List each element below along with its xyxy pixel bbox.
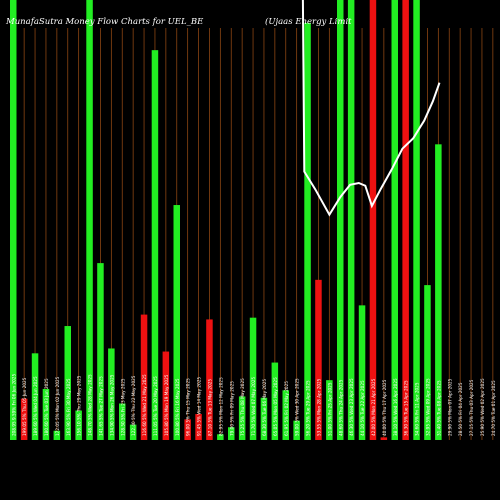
- volume-bar: [119, 403, 126, 440]
- x-tick-labels: 208.95 9.59% Fri 06 Jun 2025 199.05 5% Th…: [11, 374, 496, 436]
- volume-bar: [337, 0, 344, 440]
- x-tick-label: 199.05 5% Thu 05 Jun 2025: [22, 377, 27, 436]
- x-tick-label: 28.50 5% Fri 04 Apr 2025: [458, 382, 463, 436]
- x-tick-label: 34.60 5% Fri 11 Apr 2025: [415, 382, 420, 436]
- x-tick-label: 38.10 5% Wed 16 Apr 2025: [393, 378, 398, 436]
- volume-bar: [424, 285, 431, 440]
- x-tick-label: 96.00 5% Thu 15 May 2025: [186, 378, 191, 436]
- x-tick-label: 116.60 5% Wed 21 May 2025: [142, 374, 147, 436]
- volume-bar: [151, 50, 159, 440]
- x-tick-label: 65.05 5% Mon 05 May 2025: [273, 377, 278, 436]
- volume-bar: [206, 319, 213, 440]
- volume-bar: [75, 410, 82, 440]
- volume-bar: [315, 279, 322, 440]
- x-tick-label: 122.40 5% Thu 22 May 2025: [131, 375, 136, 436]
- volume-bars: [10, 0, 442, 440]
- x-tick-label: 208.95 9.59% Fri 06 Jun 2025: [11, 374, 16, 436]
- volume-bar: [86, 0, 93, 440]
- volume-bar: [140, 314, 148, 440]
- volume-bar: [20, 398, 28, 440]
- x-tick-label: 42.00 5% Mon 21 Apr 2025: [371, 378, 376, 436]
- x-tick-label: 71.70 5% Wed 07 May 2025: [251, 377, 256, 436]
- volume-bar: [184, 419, 191, 440]
- volume-bar: [31, 353, 39, 440]
- volume-bar: [64, 326, 71, 440]
- volume-bar: [347, 0, 355, 440]
- x-tick-label: 44.10 5% Tue 22 Apr 2025: [360, 380, 365, 436]
- volume-bar: [173, 205, 180, 440]
- x-tick-label: 46.30 5% Wed 23 Apr 2025: [349, 378, 354, 436]
- x-tick-label: 141.65 5% Tue 27 May 2025: [98, 376, 103, 436]
- x-tick-label: 27.15 5% Thu 03 Apr 2025: [469, 379, 474, 436]
- volume-bar: [97, 263, 104, 440]
- volume-bar: [271, 362, 279, 440]
- x-tick-label: 189.60 5% Wed 04 Jun 2025: [33, 376, 38, 436]
- price-line: [301, 0, 441, 217]
- x-tick-label: 48.60 5% Thu 24 Apr 2025: [338, 379, 343, 436]
- x-tick-label: 56.20 5% Tue 29 Apr 2025: [306, 380, 311, 436]
- x-tick-label: 75.25 5% Thu 08 May 2025: [240, 378, 245, 436]
- x-tick-label: 148.70 5% Wed 28 May 2025: [88, 374, 93, 436]
- x-tick-label: 24.70 5% Tue 01 Apr 2025: [491, 380, 496, 436]
- volume-bar: [162, 351, 170, 440]
- volume-bar: [42, 388, 50, 440]
- x-tick-label: 68.30 5% Tue 06 May 2025: [262, 379, 267, 436]
- volume-bar: [380, 437, 388, 440]
- volume-bar: [326, 380, 333, 440]
- volume-bar: [413, 0, 420, 440]
- volume-bar: [10, 0, 17, 440]
- x-tick-label: 100.80 5% Fri 16 May 2025: [175, 378, 180, 436]
- volume-bar: [217, 434, 224, 440]
- x-tick-label: 82.95 5% Mon 12 May 2025: [218, 377, 223, 436]
- x-tick-label: 172.05 5% Mon 02 Jun 2025: [55, 376, 60, 436]
- x-tick-label: 25.90 5% Wed 02 Apr 2025: [480, 378, 485, 436]
- x-tick-label: 163.90 5% Fri 30 May 2025: [66, 378, 71, 436]
- volume-bar: [391, 0, 398, 440]
- x-tick-label: 156.10 5% Thu 29 May 2025: [77, 375, 82, 436]
- x-tick-label: 29.90 5% Mon 07 Apr 2025: [447, 378, 452, 436]
- x-tick-label: 111.05 5% Tue 20 May 2025: [153, 376, 158, 436]
- volume-bar: [260, 397, 268, 440]
- x-tick-label: 32.95 5% Wed 09 Apr 2025: [425, 378, 430, 436]
- x-tick-label: 40.00 5% Thu 17 Apr 2025: [382, 379, 387, 436]
- volume-bar: [108, 348, 115, 440]
- x-tick-label: 105.80 5% Mon 19 May 2025: [164, 374, 169, 436]
- x-tick-label: 134.90 5% Mon 26 May 2025: [109, 374, 114, 436]
- x-tick-label: 87.10 5% Tue 13 May 2025: [207, 379, 212, 436]
- volume-bar: [282, 390, 289, 440]
- x-tick-label: 31.40 5% Tue 08 Apr 2025: [436, 380, 441, 436]
- x-tick-label: 36.30 5% Tue 15 Apr 2025: [404, 380, 409, 436]
- x-tick-label: 180.60 5% Tue 03 Jun 2025: [44, 378, 49, 436]
- volume-bar: [129, 424, 137, 440]
- volume-bar: [358, 305, 366, 440]
- volume-bar: [53, 430, 61, 440]
- x-tick-label: 59.00 5% Wed 30 Apr 2025: [295, 378, 300, 436]
- chart-title: MunafaSutra Money Flow Charts for UEL_BE: [5, 17, 204, 27]
- x-tick-label: 61.95 5% Fri 02 May 2025: [284, 381, 289, 436]
- volume-bar: [249, 317, 257, 440]
- volume-bar: [195, 414, 202, 440]
- volume-bar: [402, 0, 409, 440]
- volume-bar: [369, 0, 377, 440]
- volume-bar: [435, 144, 442, 440]
- chart-company: (Ujaas Energy Limit: [265, 16, 352, 27]
- volume-bar: [304, 22, 311, 440]
- x-tick-label: 128.50 5% Fri 23 May 2025: [120, 378, 125, 436]
- x-tick-label: 79.00 5% Fri 09 May 2025: [229, 381, 234, 436]
- volume-bar: [293, 420, 300, 440]
- x-tick-label: 91.45 5% Wed 14 May 2025: [197, 377, 202, 436]
- x-tick-label: 51.00 5% Fri 25 Apr 2025: [327, 382, 332, 436]
- volume-bar: [238, 396, 246, 440]
- volume-bar: [228, 427, 235, 440]
- x-tick-label: 53.55 5% Mon 28 Apr 2025: [316, 378, 321, 436]
